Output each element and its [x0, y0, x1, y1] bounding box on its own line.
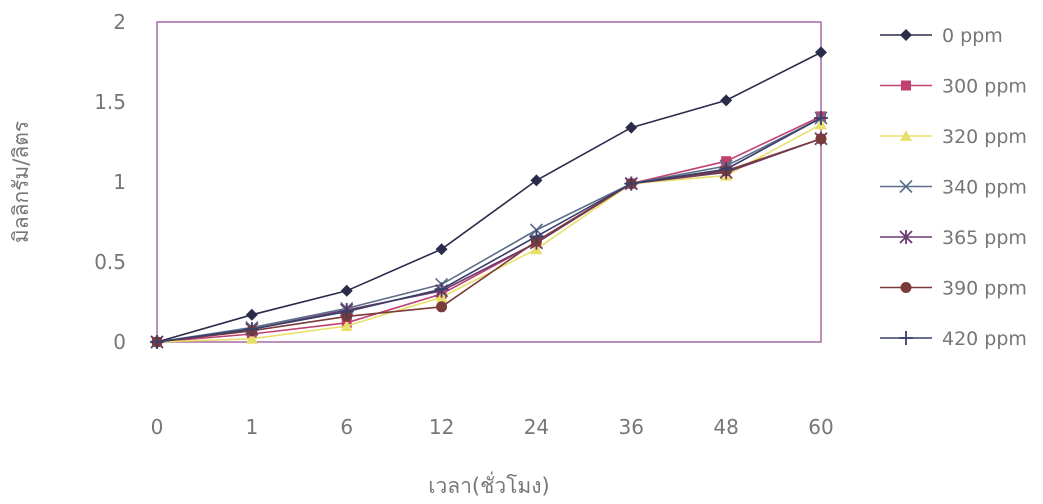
data-point — [339, 304, 354, 319]
legend-marker — [900, 282, 912, 293]
data-point — [150, 335, 164, 349]
legend-item: 365 ppm — [880, 227, 1027, 249]
data-point — [435, 243, 448, 256]
data-point — [815, 133, 827, 145]
legend-marker — [899, 179, 913, 194]
series-line — [156, 138, 822, 343]
legend-marker — [901, 80, 911, 91]
series-layer — [150, 46, 828, 349]
legend-item: 0 ppm — [880, 25, 1003, 47]
x-tick-label: 60 — [808, 415, 833, 439]
legend: 0 ppm 300 ppm 320 ppm 340 ppm 365 ppm 390 ppm… — [880, 25, 1027, 350]
legend-label: 300 ppm — [942, 76, 1027, 98]
x-tick-label: 0 — [151, 415, 164, 439]
series-line — [156, 117, 822, 343]
series-line — [156, 115, 822, 343]
y-tick-label: 1 — [113, 170, 126, 194]
data-point — [340, 320, 353, 331]
legend-label: 390 ppm — [942, 278, 1027, 300]
data-point — [624, 176, 639, 191]
y-tick-label: 1.5 — [94, 90, 126, 114]
y-tick-label: 2 — [113, 10, 126, 34]
legend-label: 340 ppm — [942, 177, 1027, 199]
legend-label: 320 ppm — [942, 126, 1027, 148]
legend-label: 365 ppm — [942, 227, 1027, 249]
legend-marker — [899, 230, 913, 244]
y-axis-ticks: 0 0.5 1 1.5 2 — [94, 10, 126, 354]
data-point — [530, 174, 543, 187]
legend-marker — [900, 130, 912, 141]
x-tick-label: 48 — [713, 415, 738, 439]
series-line — [156, 51, 822, 343]
legend-item: 340 ppm — [880, 177, 1027, 199]
x-axis-label: เวลา(ชั่วโมง) — [428, 471, 549, 498]
legend-marker — [899, 331, 913, 345]
series-0 — [151, 46, 827, 348]
data-point — [244, 322, 259, 337]
data-point — [815, 46, 827, 59]
data-point — [719, 162, 734, 177]
legend-label: 0 ppm — [942, 25, 1003, 47]
x-tick-label: 36 — [619, 415, 644, 439]
data-point — [434, 282, 449, 297]
legend-label: 420 ppm — [942, 328, 1027, 350]
x-tick-label: 12 — [429, 415, 454, 439]
x-tick-label: 24 — [524, 415, 549, 439]
x-tick-label: 6 — [340, 415, 353, 439]
series-line — [156, 117, 822, 343]
data-point — [529, 229, 544, 244]
legend-item: 300 ppm — [880, 76, 1027, 98]
y-tick-label: 0.5 — [94, 250, 126, 274]
legend-item: 390 ppm — [880, 278, 1027, 300]
y-tick-label: 0 — [113, 330, 126, 354]
y-axis-label: มิลลิกรัม/ลิตร — [9, 121, 33, 243]
data-point — [720, 94, 733, 107]
legend-item: 320 ppm — [880, 126, 1027, 148]
x-tick-label: 1 — [245, 415, 258, 439]
x-axis-ticks: 0 1 6 12 24 36 48 60 — [151, 415, 834, 439]
data-point — [625, 121, 638, 134]
data-point — [340, 284, 353, 297]
data-point — [245, 308, 258, 321]
data-point — [245, 332, 258, 344]
series-6 — [150, 111, 828, 349]
legend-item: 420 ppm — [880, 328, 1027, 350]
data-point — [814, 111, 828, 125]
data-point — [721, 156, 732, 167]
data-point — [436, 301, 448, 313]
legend-marker — [900, 29, 912, 41]
plot-area — [156, 21, 822, 343]
